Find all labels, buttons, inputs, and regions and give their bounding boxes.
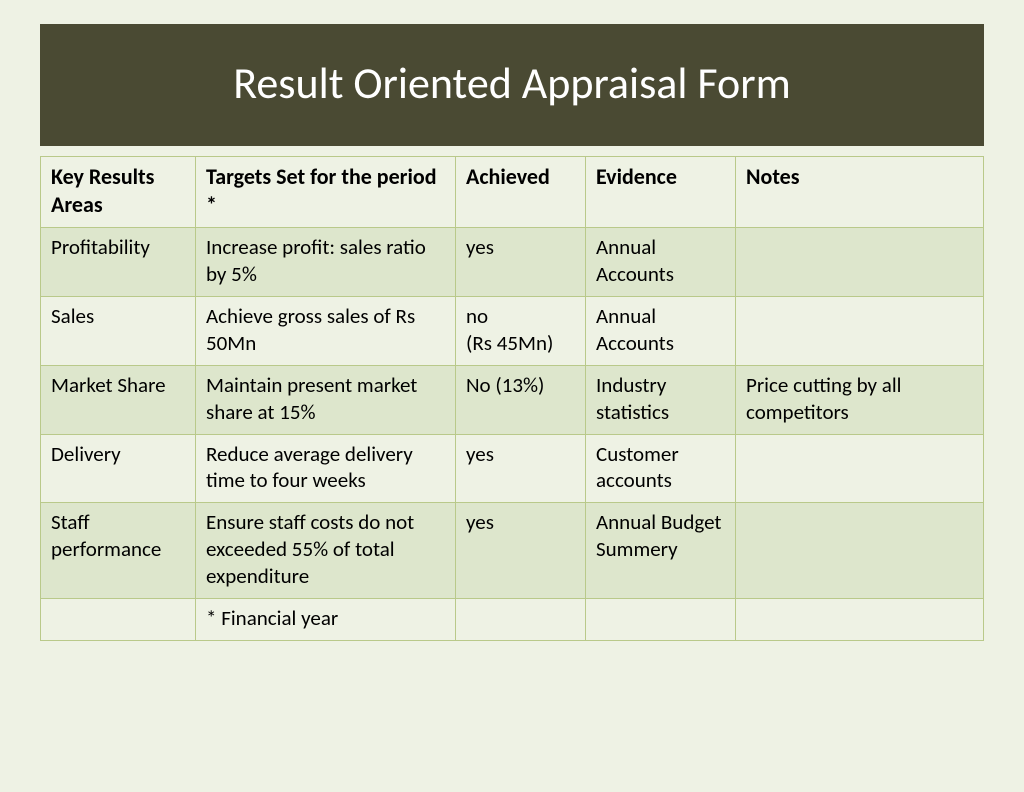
cell-target: * Financial year bbox=[196, 598, 456, 640]
cell-area: Delivery bbox=[41, 434, 196, 503]
cell-area: Sales bbox=[41, 297, 196, 366]
cell-notes bbox=[736, 228, 984, 297]
col-header-evidence: Evidence bbox=[586, 157, 736, 228]
col-header-key-results: Key Results Areas bbox=[41, 157, 196, 228]
cell-target: Ensure staff costs do not exceeded 55% o… bbox=[196, 503, 456, 599]
col-header-notes: Notes bbox=[736, 157, 984, 228]
cell-evidence bbox=[586, 598, 736, 640]
table-row: Delivery Reduce average delivery time to… bbox=[41, 434, 984, 503]
table-header-row: Key Results Areas Targets Set for the pe… bbox=[41, 157, 984, 228]
cell-target: Achieve gross sales of Rs 50Mn bbox=[196, 297, 456, 366]
cell-area bbox=[41, 598, 196, 640]
cell-target: Increase profit: sales ratio by 5% bbox=[196, 228, 456, 297]
cell-area: Market Share bbox=[41, 365, 196, 434]
cell-evidence: Annual Budget Summery bbox=[586, 503, 736, 599]
cell-achieved: no (Rs 45Mn) bbox=[456, 297, 586, 366]
cell-evidence: Annual Accounts bbox=[586, 228, 736, 297]
table-row: Staff performance Ensure staff costs do … bbox=[41, 503, 984, 599]
cell-achieved: yes bbox=[456, 228, 586, 297]
appraisal-table: Key Results Areas Targets Set for the pe… bbox=[40, 156, 984, 641]
table-row: * Financial year bbox=[41, 598, 984, 640]
cell-area: Staff performance bbox=[41, 503, 196, 599]
col-header-targets: Targets Set for the period * bbox=[196, 157, 456, 228]
cell-notes bbox=[736, 503, 984, 599]
table-row: Market Share Maintain present market sha… bbox=[41, 365, 984, 434]
cell-notes bbox=[736, 297, 984, 366]
cell-target: Maintain present market share at 15% bbox=[196, 365, 456, 434]
cell-notes: Price cutting by all competitors bbox=[736, 365, 984, 434]
cell-evidence: Industry statistics bbox=[586, 365, 736, 434]
cell-target: Reduce average delivery time to four wee… bbox=[196, 434, 456, 503]
cell-achieved: yes bbox=[456, 434, 586, 503]
cell-evidence: Customer accounts bbox=[586, 434, 736, 503]
cell-achieved bbox=[456, 598, 586, 640]
cell-notes bbox=[736, 434, 984, 503]
cell-achieved: yes bbox=[456, 503, 586, 599]
cell-notes bbox=[736, 598, 984, 640]
table-row: Profitability Increase profit: sales rat… bbox=[41, 228, 984, 297]
cell-achieved: No (13%) bbox=[456, 365, 586, 434]
cell-evidence: Annual Accounts bbox=[586, 297, 736, 366]
cell-area: Profitability bbox=[41, 228, 196, 297]
page-title: Result Oriented Appraisal Form bbox=[40, 24, 984, 146]
table-row: Sales Achieve gross sales of Rs 50Mn no … bbox=[41, 297, 984, 366]
col-header-achieved: Achieved bbox=[456, 157, 586, 228]
